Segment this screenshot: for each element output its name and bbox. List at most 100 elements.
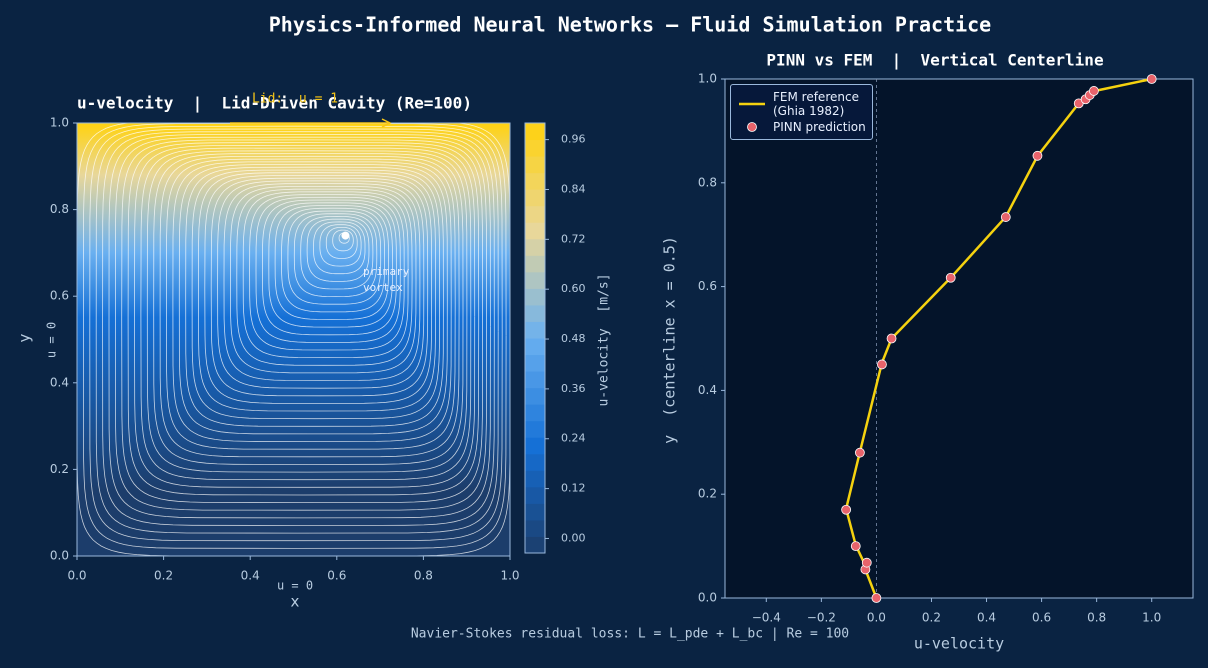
colorbar-level [525,354,545,372]
pinn-point [850,541,861,551]
streamline [95,128,499,534]
streamline [121,139,483,504]
colorbar-tick-label: 0.24 [561,432,586,445]
streamline [146,150,468,473]
colorbar-level [525,519,545,537]
x-tick-label: 0.2 [154,569,173,583]
y-tick-label: 0.4 [698,383,717,397]
y-tick-label: 1.0 [50,116,69,130]
plot-area [724,78,1194,599]
streamline [300,215,374,290]
colorbar-frame [524,122,546,554]
colorbar-level [525,205,545,223]
y-axis-label: y (centerline x = 0.5) [661,236,679,444]
legend-label: FEM reference (Ghia 1982) [773,90,859,118]
colorbar-level [525,123,545,141]
pinn-point [877,359,887,370]
colorbar-level [525,503,545,521]
streamline [313,221,366,275]
pinn-point [886,333,897,344]
y-tick-label: 0.6 [698,279,717,293]
colorbar-label: u-velocity [m/s] [597,273,612,406]
streamline [166,158,456,450]
colorbar-level [525,304,545,322]
footer: Navier-Stokes residual loss: L = L_pde +… [411,627,849,642]
colorbar-tick-label: 0.96 [561,133,586,146]
colorbar-level [525,288,545,306]
wall-label-left: u = 0 [45,322,59,358]
colorbar-level [525,271,545,289]
y-tick-label: 0.8 [698,175,717,189]
streamline [102,131,495,526]
y-tick-label: 0.2 [50,462,69,476]
pinn-point [854,447,865,458]
pinn-point [1146,74,1157,84]
x-tick-label: −0.4 [752,611,781,625]
chart-title: PINN vs FEM | Vertical Centerline [766,51,1103,71]
y-tick-label: 0.4 [50,375,69,389]
colorbar-level [525,338,545,356]
chart-title: u-velocity | Lid-Driven Cavity (Re=100) [77,94,472,114]
vortex-center [341,231,350,240]
streamline [236,188,413,366]
x-tick-label: 0.0 [867,611,886,625]
streamline [274,205,389,320]
legend-item: FEM reference (Ghia 1982) [737,90,866,118]
streamline [89,125,503,542]
legend-swatch [739,102,765,106]
streamline [178,164,448,435]
x-tick-label: 0.8 [414,569,433,583]
colorbar-level [525,453,545,471]
colorbar-level [525,139,545,157]
y-tick-label: 0.8 [50,202,69,216]
legend-item: PINN prediction [737,120,866,134]
streamline [134,144,476,488]
streamline [153,153,464,465]
streamlines [77,123,510,556]
pinn-point [1088,86,1099,96]
main-title: Physics-Informed Neural Networks — Fluid… [269,13,991,37]
colorbar-level [525,420,545,438]
x-axis-label: x [291,593,300,611]
streamline [172,161,452,443]
streamline [319,224,362,267]
streamline [261,199,397,336]
x-tick-label: 0.8 [1087,611,1106,625]
colorbar-level [525,172,545,190]
streamline [185,166,444,427]
streamline [332,229,354,252]
lid-label: Lid: u = 1 [252,92,338,107]
y-tick-label: 0.6 [50,289,69,303]
colorbar-tick-label: 0.84 [561,182,586,195]
streamline [287,210,382,305]
streamline [140,147,472,481]
streamline [127,142,480,496]
y-tick-label: 0.2 [698,487,717,501]
streamline [281,207,385,313]
wall-label-bottom: u = 0 [277,579,313,593]
legend: FEM reference (Ghia 1982) PINN prediction [730,84,873,140]
colorbar-level [525,437,545,455]
pinn-point [871,593,882,603]
streamline [325,227,358,259]
colorbar-tick-label: 0.60 [561,282,586,295]
streamline [293,213,378,298]
y-tick-label: 0.0 [698,591,717,605]
x-tick-label: 0.2 [922,611,941,625]
colorbar-tick-label: 0.00 [561,531,586,544]
pinn-point [1000,212,1011,222]
pinn-point [945,272,956,283]
colorbar-level [525,404,545,422]
streamline [191,169,440,420]
colorbar-level [525,387,545,405]
x-tick-label: 1.0 [1142,611,1161,625]
streamline [108,133,491,519]
x-tick-label: 0.4 [977,611,996,625]
x-tick-label: 0.6 [1032,611,1051,625]
x-tick-label: −0.2 [807,611,836,625]
colorbar-level [525,371,545,389]
colorbar-level [525,238,545,256]
streamline [77,123,510,556]
